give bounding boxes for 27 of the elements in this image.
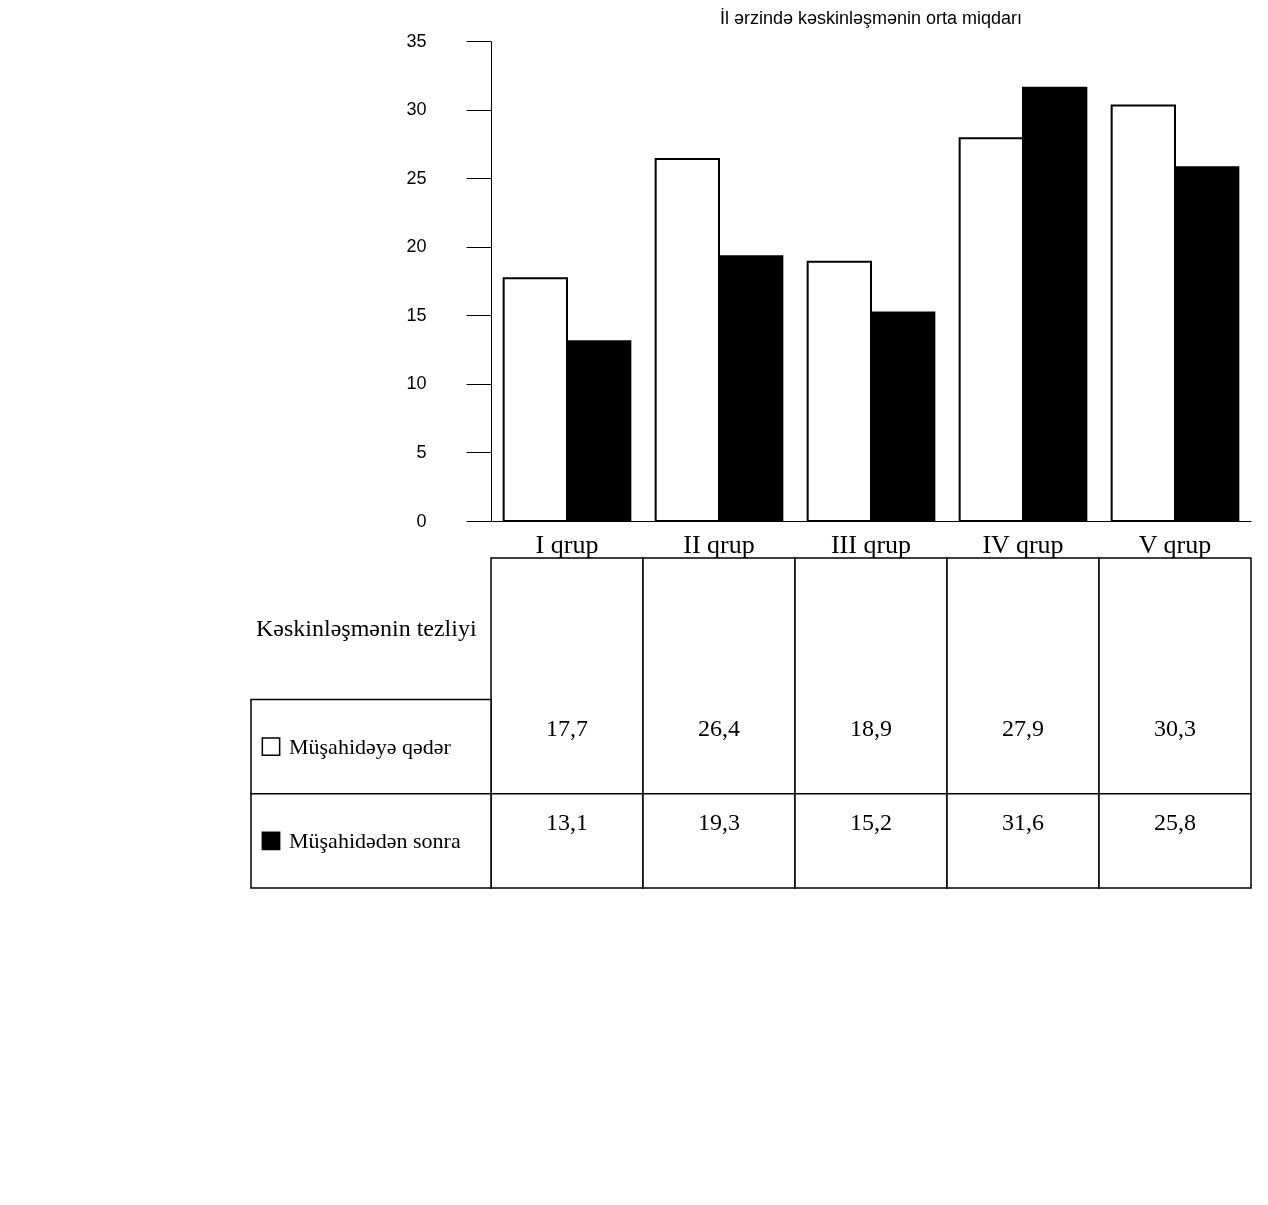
y-tick-label: 15 (406, 304, 427, 325)
y-tick-label: 25 (406, 167, 427, 188)
y-tick-label: 35 (406, 30, 427, 51)
data-label: 17,7 (546, 714, 588, 741)
data-label: 27,9 (1002, 714, 1044, 741)
data-label: 18,9 (850, 714, 892, 741)
data-label: 25,8 (1154, 808, 1196, 835)
y-tick-label: 0 (416, 510, 427, 531)
x-tick-label: I qrup (535, 529, 599, 559)
y-tick-label: 5 (416, 441, 427, 462)
y-axis-title: Kəskinləşmənin tezliyi (256, 614, 477, 641)
y-tick-label: 10 (406, 373, 427, 394)
data-label: 31,6 (1002, 808, 1044, 835)
x-tick-label: III qrup (830, 529, 912, 559)
x-tick-label: IV qrup (982, 529, 1064, 559)
data-label: 30,3 (1154, 714, 1196, 741)
x-tick-label: II qrup (683, 529, 755, 559)
x-tick-label: V qrup (1138, 529, 1212, 559)
chart-title: İl ərzində kəskinləşmənin orta miqdarı (719, 8, 1023, 28)
data-label: 13,1 (546, 808, 588, 835)
data-label: 19,3 (698, 808, 740, 835)
data-label: 15,2 (850, 808, 892, 835)
data-label: 26,4 (698, 714, 740, 741)
legend-label: Müşahidəyə qədər (289, 733, 452, 759)
legend-label: Müşahidədən sonra (289, 827, 461, 853)
y-tick-label: 30 (406, 99, 427, 120)
y-tick-label: 20 (406, 236, 427, 257)
